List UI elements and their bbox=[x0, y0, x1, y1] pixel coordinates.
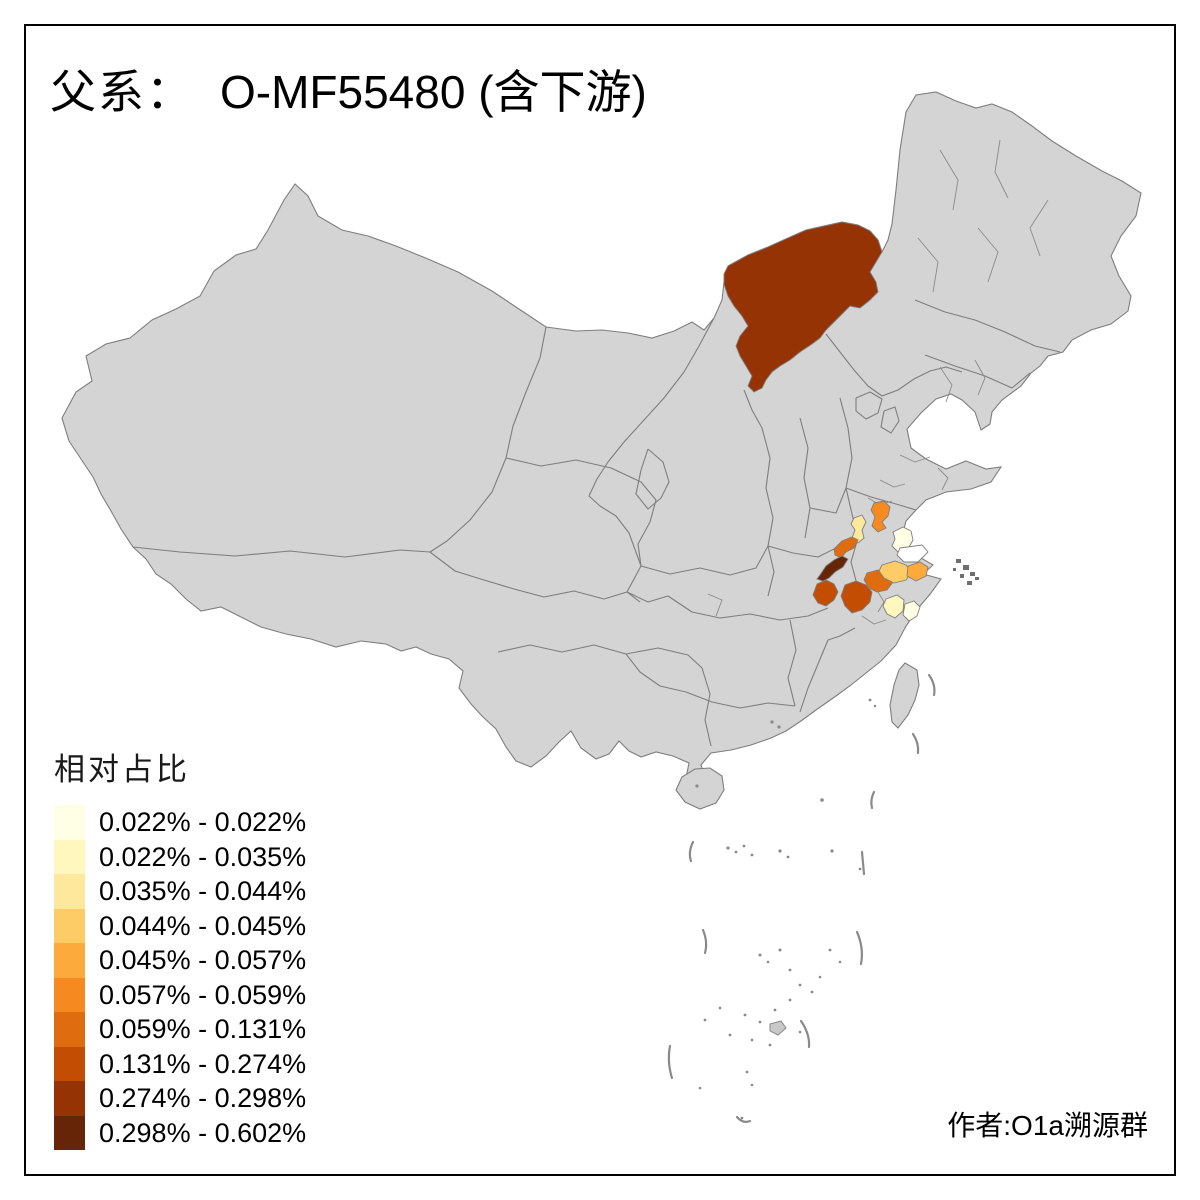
legend-swatch bbox=[54, 1046, 85, 1081]
map-region bbox=[840, 580, 873, 614]
page-title: 父系： O-MF55480 (含下游) bbox=[50, 56, 647, 122]
legend: 相对占比 0.022% - 0.022% 0.022% - 0.035% 0.0… bbox=[54, 744, 306, 1150]
legend-swatch bbox=[54, 1081, 85, 1116]
legend-item: 0.131% - 0.274% bbox=[54, 1046, 307, 1081]
legend-swatch bbox=[54, 977, 85, 1012]
map-region bbox=[833, 536, 859, 559]
legend-item: 0.274% - 0.298% bbox=[54, 1081, 306, 1116]
hainan-island bbox=[675, 767, 725, 810]
sea-islets bbox=[695, 698, 877, 1120]
legend-item: 0.298% - 0.602% bbox=[54, 1115, 307, 1150]
legend-item: 0.022% - 0.035% bbox=[54, 839, 307, 874]
legend-swatch bbox=[54, 839, 85, 874]
legend-label: 0.022% - 0.022% bbox=[99, 807, 307, 837]
map-region bbox=[723, 221, 883, 393]
legend-swatch bbox=[54, 1115, 85, 1150]
map-region bbox=[812, 579, 839, 607]
legend-label: 0.022% - 0.035% bbox=[99, 841, 307, 872]
title-haplogroup: O-MF55480 (含下游) bbox=[220, 66, 647, 118]
legend-label: 0.035% - 0.044% bbox=[99, 876, 307, 906]
legend-label: 0.059% - 0.131% bbox=[99, 1014, 307, 1044]
map-region bbox=[850, 514, 867, 544]
title-prefix: 父系： bbox=[50, 67, 194, 118]
shanghai-region bbox=[896, 544, 929, 563]
legend-label: 0.298% - 0.602% bbox=[99, 1117, 307, 1148]
legend-title: 相对占比 bbox=[54, 752, 190, 787]
legend-label: 0.045% - 0.057% bbox=[99, 945, 307, 975]
legend-label: 0.057% - 0.059% bbox=[99, 979, 307, 1010]
legend-swatch bbox=[54, 805, 85, 840]
legend-item: 0.045% - 0.057% bbox=[54, 943, 306, 978]
legend-item: 0.044% - 0.045% bbox=[54, 908, 307, 943]
legend-label: 0.044% - 0.045% bbox=[99, 910, 307, 941]
legend-item: 0.057% - 0.059% bbox=[54, 977, 307, 1012]
nine-dash-line bbox=[667, 673, 936, 1123]
legend-swatch bbox=[54, 874, 85, 909]
legend-swatch bbox=[54, 943, 85, 978]
legend-label: 0.274% - 0.298% bbox=[99, 1083, 307, 1113]
legend-swatch bbox=[54, 1012, 85, 1047]
map-region bbox=[902, 600, 921, 622]
zhoushan-islets bbox=[953, 559, 979, 585]
plot-frame bbox=[24, 24, 1176, 1176]
legend-item: 0.059% - 0.131% bbox=[54, 1012, 306, 1047]
map-region bbox=[816, 555, 849, 582]
map-region bbox=[906, 561, 929, 582]
legend-item: 0.035% - 0.044% bbox=[54, 874, 306, 909]
legend-item: 0.022% - 0.022% bbox=[54, 805, 306, 840]
legend-label: 0.131% - 0.274% bbox=[99, 1048, 307, 1079]
map-region bbox=[882, 594, 905, 619]
map-region bbox=[878, 560, 913, 584]
legend-swatch bbox=[54, 908, 85, 943]
taiwan-island bbox=[889, 662, 920, 729]
attribution: 作者:O1a溯源群 bbox=[947, 1110, 1148, 1141]
map-region bbox=[870, 500, 891, 533]
